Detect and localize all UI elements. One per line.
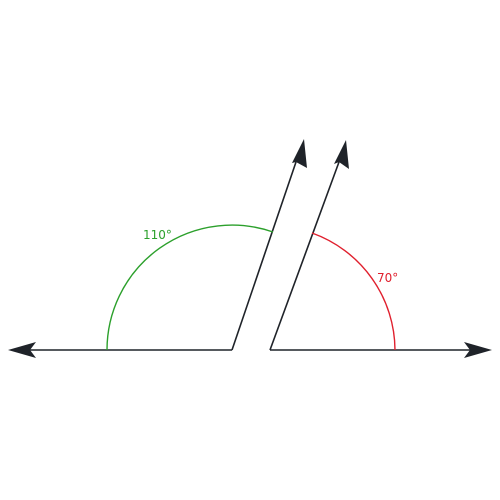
left-angle-group: 110° [8, 139, 307, 358]
right-slanted-arrowhead [334, 140, 349, 169]
right-angle-group: 70° [270, 140, 492, 358]
angle-arc-110 [107, 225, 273, 350]
angle-arc-70 [312, 233, 395, 350]
right-slanted-ray [270, 162, 339, 350]
angle-label-110: 110° [143, 228, 172, 242]
left-slanted-ray [232, 162, 296, 350]
angle-label-70: 70° [377, 271, 398, 285]
left-slanted-arrowhead [292, 139, 307, 168]
